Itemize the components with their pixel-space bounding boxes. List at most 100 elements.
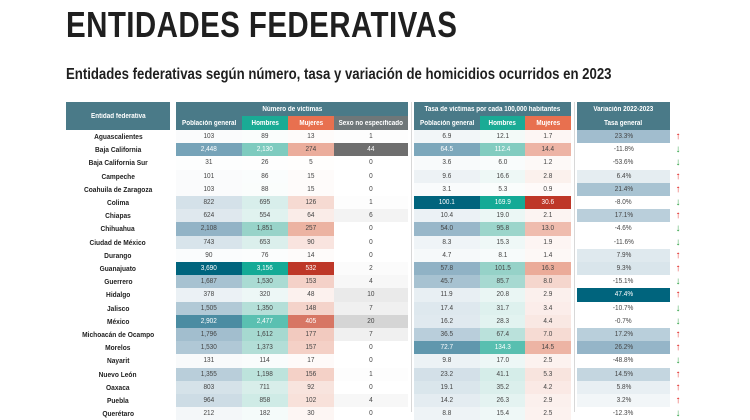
rate-total-cell: 45.7 [414,275,480,289]
victims-unspecified-cell-value: 20 [367,317,375,325]
victims-women-cell: 274 [288,143,334,157]
victims-total-cell-value: 131 [203,357,215,365]
rate-men-cell-value: 67.4 [496,331,509,339]
victims-unspecified-cell: 10 [334,288,408,302]
table-row: Morelos 1,530 1,373 157 0 72.7 134.3 14.5 26.2% ↑ [66,341,706,355]
victims-men-cell: 86 [242,169,288,183]
rate-women-cell-value: 2.5 [543,357,553,365]
variation-cell-value: 6.4% [616,172,631,180]
arrow-up-icon: ↑ [675,210,681,222]
victims-men-cell-value: 182 [259,410,271,418]
rate-total-cell-value: 17.4 [440,304,454,312]
table-row: Chiapas 624 554 64 6 10.4 19.0 2.1 17.1% ↑ [66,209,706,223]
victims-men-cell-value: 653 [259,238,271,246]
victims-women-cell: 405 [288,314,334,328]
variation-cell: -4.6% [577,222,670,236]
variation-cell-value: -8.0% [615,199,632,207]
victims-men-cell-value: 2,477 [256,317,274,325]
page-title: ENTIDADES FEDERATIVAS [66,4,458,45]
variation-cell: -0.7% [577,314,670,328]
entity-cell-value: Durango [104,250,132,260]
rate-women-cell-value: 2.1 [543,212,553,220]
rate-women-cell: 1.2 [525,156,571,170]
arrow-down-icon: ↓ [675,223,681,235]
victims-total-cell: 1,687 [176,275,242,289]
entity-cell-value: Campeche [101,171,135,181]
entity-cell: Guanajuato [66,262,170,275]
victims-unspecified-cell-value: 2 [369,265,373,273]
variation-cell-value: 17.2% [614,331,633,339]
victims-total-cell: 31 [176,156,242,170]
victims-women-cell: 17 [288,354,334,368]
victims-women-cell-value: 126 [305,199,317,207]
rate-women-cell-value: 3.4 [543,304,553,312]
victims-total-cell-value: 212 [203,410,215,418]
entity-cell: Guerrero [66,275,170,288]
entity-cell: Coahuila de Zaragoza [66,183,170,196]
rate-total-cell: 17.4 [414,301,480,315]
rate-men-cell-value: 95.8 [496,225,509,233]
entity-cell: Michoacán de Ocampo [66,328,170,341]
variation-cell: 21.4% [577,182,670,196]
rate-women-cell: 14.4 [525,143,571,157]
victims-unspecified-cell-value: 0 [369,344,373,352]
victims-total-cell: 1,355 [176,367,242,381]
rate-men-cell: 28.3 [480,314,525,328]
variation-cell-value: -11.6% [613,238,634,246]
arrow-down-icon: ↓ [675,355,681,367]
rate-women-cell-value: 4.4 [543,317,553,325]
victims-total-cell: 1,796 [176,328,242,342]
victims-men-cell: 1,612 [242,328,288,342]
variation-cell: 6.4% [577,169,670,183]
entity-cell: Baja California [66,143,170,156]
rate-women-cell-value: 4.2 [543,383,553,391]
rate-men-cell: 101.5 [480,262,525,276]
rate-women-cell-value: 7.0 [543,331,553,339]
variation-cell-value: 7.9% [616,251,631,259]
table-row: Campeche 101 86 15 0 9.6 16.6 2.8 6.4% ↑ [66,169,706,183]
victims-men-cell: 1,350 [242,301,288,315]
header-entity-label: Entidad federativa [90,112,146,120]
table-row: Baja California Sur 31 26 5 0 3.6 6.0 1.2 -53.6%… [66,156,706,170]
victims-unspecified-cell: 4 [334,394,408,408]
victims-total-cell-value: 624 [203,212,215,220]
victims-women-cell-value: 92 [307,383,315,391]
rate-total-cell: 14.2 [414,394,480,408]
variation-cell: 17.1% [577,209,670,223]
victims-total-cell-value: 2,902 [200,317,218,325]
victims-women-cell: 257 [288,222,334,236]
variation-cell-value: 23.3% [614,133,633,141]
rate-total-cell: 9.8 [414,354,480,368]
arrow-down-icon: ↓ [675,144,681,156]
victims-total-cell: 964 [176,394,242,408]
victims-total-cell: 2,902 [176,314,242,328]
victims-total-cell: 1,505 [176,301,242,315]
victims-total-cell: 1,530 [176,341,242,355]
header-victims-unspecified-label: Sexo no especificado [338,119,404,127]
victims-women-cell: 15 [288,169,334,183]
victims-total-cell-value: 1,505 [200,304,218,312]
victims-unspecified-cell: 7 [334,301,408,315]
rate-women-cell: 7.0 [525,328,571,342]
victims-women-cell-value: 177 [305,331,317,339]
victims-unspecified-cell: 0 [334,222,408,236]
header-rate-women: Mujeres [525,116,571,130]
victims-women-cell-value: 102 [305,397,317,405]
victims-total-cell-value: 103 [203,185,215,193]
victims-total-cell-value: 90 [205,251,213,259]
arrow-up-icon: ↑ [675,329,681,341]
victims-men-cell: 1,530 [242,275,288,289]
entity-cell-value: Michoacán de Ocampo [81,330,155,340]
victims-men-cell: 1,373 [242,341,288,355]
rate-women-cell-value: 0.9 [543,185,553,193]
rate-women-cell-value: 1.4 [543,251,553,259]
entity-cell-value: Chiapas [105,211,131,221]
victims-women-cell: 102 [288,394,334,408]
rate-total-cell-value: 6.9 [442,133,452,141]
arrow-down-icon: ↓ [675,197,681,209]
victims-unspecified-cell: 6 [334,209,408,223]
rate-women-cell: 2.5 [525,407,571,420]
entity-cell: Chihuahua [66,222,170,235]
victims-men-cell-value: 3,156 [256,265,274,273]
divider [574,102,575,412]
